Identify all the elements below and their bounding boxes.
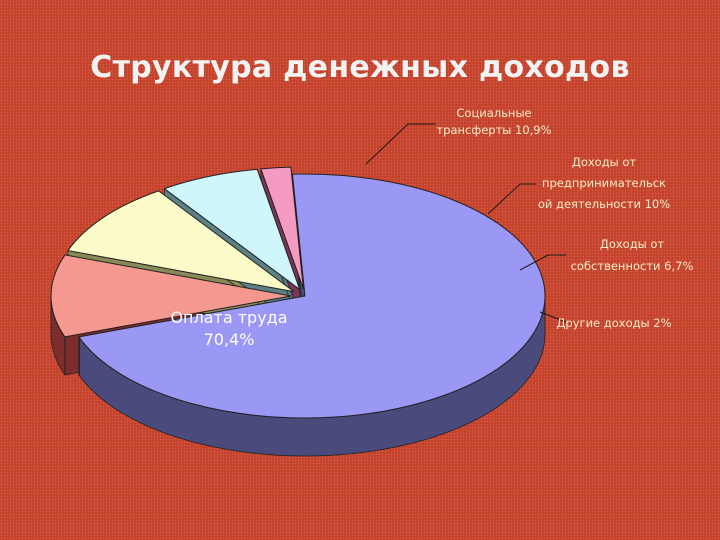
slice-label-2-line-1: предпринимательск bbox=[542, 176, 666, 190]
pie-labels: Оплата труда 70,4% Социальные трансферты 10… bbox=[170, 106, 693, 349]
slice-label-1-line-1: трансферты 10,9% bbox=[436, 123, 551, 137]
pie-tops bbox=[50, 166, 546, 419]
pie-leader-lines bbox=[365, 123, 567, 323]
slice-label-2-line-0: Доходы от bbox=[572, 155, 637, 169]
leader-line-2 bbox=[487, 183, 536, 215]
slice-label-2-line-2: ой деятельности 10% bbox=[538, 197, 670, 211]
slice-label-0: Оплата труда 70,4% bbox=[170, 308, 287, 349]
slice-label-3-line-0: Доходы от bbox=[600, 237, 665, 251]
slice-1 bbox=[50, 254, 292, 338]
slice-label-1: Социальные трансферты 10,9% bbox=[436, 106, 551, 137]
leader-line-3 bbox=[519, 254, 566, 271]
slice-label-4: Другие доходы 2% bbox=[556, 316, 671, 330]
slice-label-0-line-1: 70,4% bbox=[204, 330, 255, 349]
slice-label-3: Доходы от собственности 6,7% bbox=[571, 237, 694, 273]
slice-label-3-line-1: собственности 6,7% bbox=[571, 259, 694, 273]
slice-2 bbox=[67, 190, 295, 293]
slice-4 bbox=[260, 166, 304, 290]
chart-title: Структура денежных доходов bbox=[90, 50, 630, 85]
slice-label-2: Доходы от предпринимательск ой деятельност… bbox=[538, 155, 670, 211]
slice-label-4-line-0: Другие доходы 2% bbox=[556, 316, 671, 330]
leader-line-1 bbox=[365, 123, 436, 165]
leader-line-4 bbox=[539, 311, 567, 323]
slice-label-0-line-0: Оплата труда bbox=[170, 308, 287, 327]
slice-3 bbox=[163, 168, 301, 291]
slice-label-1-line-0: Социальные bbox=[456, 106, 531, 120]
slice-0 bbox=[77, 173, 546, 419]
